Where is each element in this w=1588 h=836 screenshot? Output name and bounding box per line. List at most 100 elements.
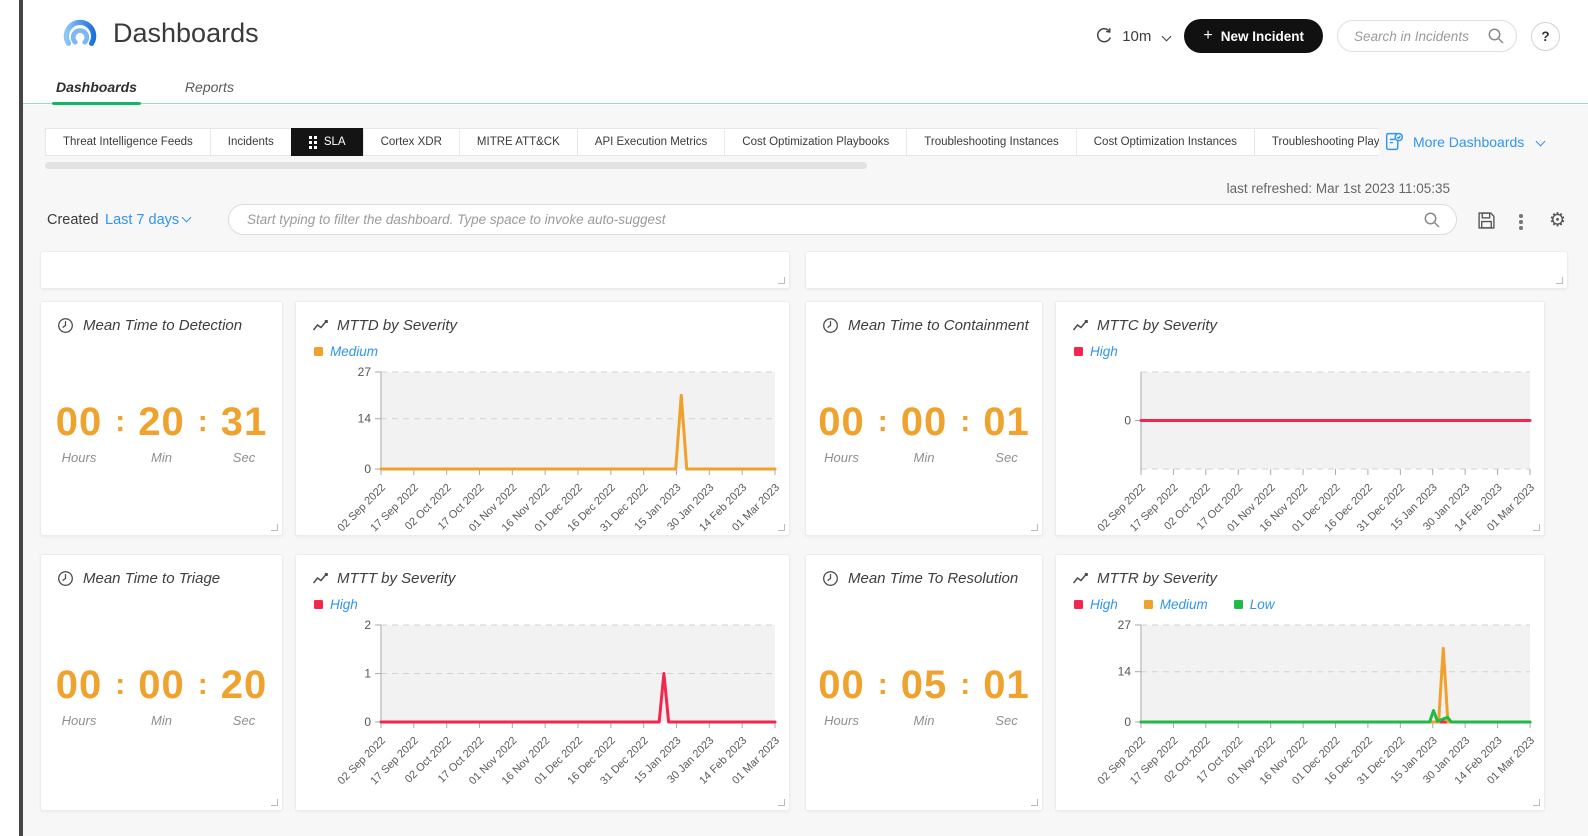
tab-reports[interactable]: Reports xyxy=(183,76,236,103)
timer-unit-label: Sec xyxy=(995,713,1017,728)
chart-legend: High xyxy=(1074,344,1118,359)
timer-display: 00 Hours : 20 Min : 31 Sec xyxy=(41,402,282,465)
legend-item-high[interactable]: High xyxy=(314,597,358,612)
tab-dashboards[interactable]: Dashboards xyxy=(54,76,139,103)
dashboard-tab-sla[interactable]: SLA xyxy=(291,128,364,156)
collapsed-sidebar-edge[interactable] xyxy=(19,0,23,836)
more-options-button[interactable] xyxy=(1517,212,1525,232)
resize-handle[interactable] xyxy=(1533,799,1540,806)
dashboard-tab-troubleshooting-playbo[interactable]: Troubleshooting Playbo xyxy=(1254,128,1379,156)
timer-value: 00 xyxy=(818,665,865,705)
widget-mttt-by-severity: MTTT by Severity High 01202 Sep 202217 S… xyxy=(295,554,790,811)
resize-handle[interactable] xyxy=(271,799,278,806)
timer-unit-label: Sec xyxy=(233,713,255,728)
legend-label: High xyxy=(1090,597,1118,612)
created-filter-label: Created xyxy=(47,212,99,228)
chevron-down-icon xyxy=(1162,31,1172,41)
widget-mean-time-to-triage: Mean Time to Triage 00 Hours : 00 Min : … xyxy=(40,554,283,811)
timer-group: 20 Min xyxy=(138,402,185,465)
timer-group: 00 Hours xyxy=(56,402,103,465)
timer-group: 00 Min xyxy=(901,402,948,465)
svg-text:14: 14 xyxy=(1118,665,1132,679)
timer-unit-label: Min xyxy=(914,713,935,728)
legend-item-low[interactable]: Low xyxy=(1234,597,1275,612)
resize-handle[interactable] xyxy=(1031,799,1038,806)
legend-swatch xyxy=(1074,600,1083,609)
dashboard-tab-cost-optimization-instances[interactable]: Cost Optimization Instances xyxy=(1076,128,1255,156)
help-button[interactable]: ? xyxy=(1531,22,1560,51)
tabs-scrollbar[interactable] xyxy=(45,162,867,169)
timer-value: 31 xyxy=(221,402,268,442)
search-icon[interactable] xyxy=(1423,211,1441,229)
timer-colon: : xyxy=(198,665,208,700)
dashboard-tab-troubleshooting-instances[interactable]: Troubleshooting Instances xyxy=(906,128,1076,156)
timer-unit-label: Hours xyxy=(62,713,97,728)
line-chart-icon xyxy=(312,571,328,586)
more-dashboards-button[interactable]: More Dashboards xyxy=(1383,131,1544,152)
legend-item-high[interactable]: High xyxy=(1074,344,1118,359)
report-icon xyxy=(1383,131,1404,152)
timer-group: 01 Sec xyxy=(983,665,1030,728)
legend-swatch xyxy=(314,347,323,356)
timer-value: 00 xyxy=(138,665,185,705)
timer-value: 00 xyxy=(901,402,948,442)
chart-legend: High xyxy=(314,597,358,612)
resize-handle[interactable] xyxy=(1556,277,1563,284)
widget-title: Mean Time to Detection xyxy=(83,317,242,334)
timer-value: 01 xyxy=(983,402,1030,442)
svg-text:2: 2 xyxy=(364,618,371,632)
widget-mean-time-to-containment: Mean Time to Containment 00 Hours : 00 M… xyxy=(805,301,1043,536)
timer-group: 01 Sec xyxy=(983,402,1030,465)
svg-text:1: 1 xyxy=(364,667,371,681)
line-chart-icon xyxy=(1072,318,1088,333)
resize-handle[interactable] xyxy=(1031,524,1038,531)
timer-colon: : xyxy=(198,402,208,437)
timer-colon: : xyxy=(878,665,888,700)
resize-handle[interactable] xyxy=(271,524,278,531)
dashboard-tab-incidents[interactable]: Incidents xyxy=(210,128,292,156)
auto-refresh-control[interactable]: 10m xyxy=(1094,26,1170,46)
widget-title: Mean Time to Triage xyxy=(83,570,220,587)
resize-handle[interactable] xyxy=(778,277,785,284)
search-icon xyxy=(1487,27,1505,45)
dashboard-tab-cortex-xdr[interactable]: Cortex XDR xyxy=(363,128,460,156)
widget-mttd-by-severity: MTTD by Severity Medium 0142702 Sep 2022… xyxy=(295,301,790,536)
resize-handle[interactable] xyxy=(1533,524,1540,531)
legend-item-medium[interactable]: Medium xyxy=(314,344,378,359)
main-tabs: Dashboards Reports xyxy=(23,76,1588,104)
dashboard-tab-threat-intelligence-feeds[interactable]: Threat Intelligence Feeds xyxy=(45,128,211,156)
legend-label: High xyxy=(1090,344,1118,359)
svg-text:0: 0 xyxy=(364,462,371,476)
legend-label: Medium xyxy=(1160,597,1208,612)
save-dashboard-button[interactable] xyxy=(1475,209,1498,235)
widget-title: MTTT by Severity xyxy=(337,570,455,587)
new-incident-button[interactable]: + New Incident xyxy=(1184,19,1323,53)
dashboard-tab-api-execution-metrics[interactable]: API Execution Metrics xyxy=(577,128,725,156)
settings-gear-button[interactable]: ⚙ xyxy=(1547,207,1568,233)
created-filter-value[interactable]: Last 7 days xyxy=(105,212,190,228)
timer-colon: : xyxy=(878,402,888,437)
partial-widget-card xyxy=(805,251,1568,289)
dashboard-tab-mitre-att-ck[interactable]: MITRE ATT&CK xyxy=(459,128,578,156)
refresh-icon xyxy=(1094,26,1114,46)
partial-widget-card xyxy=(40,251,790,289)
widget-mttr-by-severity: MTTR by Severity High Medium Low 0142702… xyxy=(1055,554,1545,811)
legend-item-medium[interactable]: Medium xyxy=(1144,597,1208,612)
timer-unit-label: Min xyxy=(914,450,935,465)
resize-handle[interactable] xyxy=(778,799,785,806)
timer-unit-label: Sec xyxy=(233,450,255,465)
timer-unit-label: Sec xyxy=(995,450,1017,465)
widget-header: Mean Time to Triage xyxy=(57,570,220,587)
line-chart: 0142702 Sep 202217 Sep 202202 Oct 202217… xyxy=(1066,617,1536,804)
dashboard-tab-cost-optimization-playbooks[interactable]: Cost Optimization Playbooks xyxy=(724,128,907,156)
timer-unit-label: Hours xyxy=(824,713,859,728)
timer-group: 05 Min xyxy=(901,665,948,728)
clock-icon xyxy=(822,570,839,587)
dashboard-filter-input[interactable] xyxy=(228,204,1457,235)
timer-group: 00 Hours xyxy=(818,665,865,728)
cortex-logo-icon xyxy=(59,15,101,57)
dashboard-tab-bar: Threat Intelligence FeedsIncidentsSLACor… xyxy=(45,128,1379,156)
timer-value: 00 xyxy=(56,665,103,705)
resize-handle[interactable] xyxy=(778,524,785,531)
legend-item-high[interactable]: High xyxy=(1074,597,1118,612)
